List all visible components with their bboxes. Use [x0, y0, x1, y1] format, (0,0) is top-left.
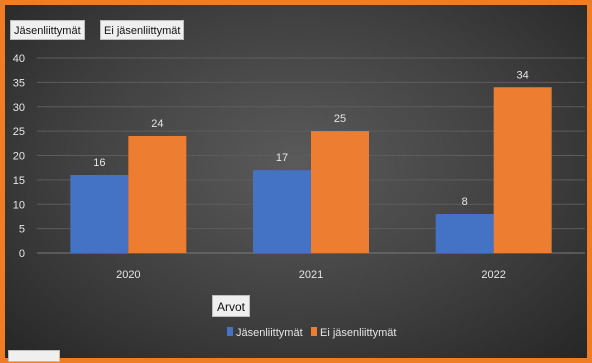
data-label: 25 [334, 113, 346, 125]
y-tick-label: 15 [13, 175, 25, 187]
legend-swatch [227, 327, 233, 336]
x-tick-label: 2022 [481, 269, 505, 281]
data-label: 16 [93, 157, 105, 169]
y-tick-label: 0 [19, 248, 25, 260]
filter-button-jasenliittymat[interactable]: Jäsenliittymät [10, 20, 85, 40]
bar-ei-jasenliittymat-2020 [128, 136, 187, 253]
data-label: 24 [151, 118, 163, 130]
data-label: 8 [462, 196, 468, 208]
y-tick-label: 20 [13, 151, 25, 163]
field-button-bottom[interactable] [8, 350, 60, 362]
bar-jasenliittymat-2021 [253, 170, 311, 253]
y-tick-label: 5 [19, 224, 25, 236]
data-label: 34 [517, 69, 529, 81]
data-labels: 16 24 17 25 8 34 [93, 69, 529, 208]
legend-label: Jäsenliittymät [236, 327, 303, 339]
bar-ei-jasenliittymat-2022 [493, 87, 552, 253]
data-label: 17 [276, 152, 288, 164]
y-tick-label: 25 [13, 126, 25, 138]
chart-frame: Jäsenliittymät Ei jäsenliittymät 0 5 10 15 2… [5, 5, 587, 358]
x-tick-label: 2020 [116, 269, 140, 281]
y-tick-label: 30 [13, 102, 25, 114]
y-axis-ticks: 0 5 10 15 20 25 30 35 40 [13, 53, 25, 260]
y-tick-label: 40 [13, 53, 25, 65]
bar-jasenliittymat-2022 [435, 214, 494, 253]
legend: Jäsenliittymät Ei jäsenliittymät [227, 327, 396, 339]
bar-jasenliittymat-2020 [70, 175, 129, 253]
legend-label: Ei jäsenliittymät [320, 327, 396, 339]
x-axis-ticks: 2020 2021 2022 [116, 269, 506, 281]
values-field-button[interactable]: Arvot [212, 295, 251, 317]
y-tick-label: 10 [13, 199, 25, 211]
legend-swatch [311, 327, 317, 336]
x-tick-label: 2021 [299, 269, 323, 281]
bar-ei-jasenliittymat-2021 [311, 131, 369, 253]
filter-button-ei-jasenliittymat[interactable]: Ei jäsenliittymät [100, 20, 185, 40]
bars [70, 87, 552, 253]
y-tick-label: 35 [13, 77, 25, 89]
